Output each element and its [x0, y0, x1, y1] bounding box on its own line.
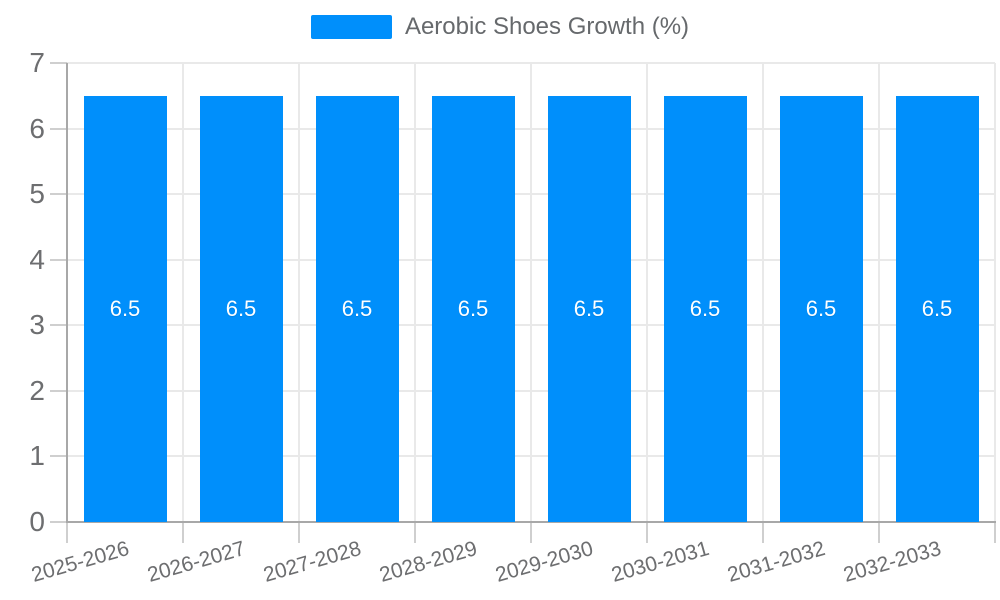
bar-data-label: 6.5	[225, 295, 257, 321]
bar[interactable]: 6.5	[199, 95, 283, 522]
y-axis-tick-label: 1	[29, 440, 45, 472]
y-axis-tick-label: 4	[29, 243, 45, 275]
x-axis-line	[66, 521, 996, 523]
y-axis-line	[66, 63, 68, 522]
gridline-vertical	[298, 63, 300, 522]
legend-series-label: Aerobic Shoes Growth (%)	[404, 13, 690, 40]
gridline-vertical	[530, 63, 532, 522]
gridline-vertical	[994, 63, 996, 522]
gridline-vertical	[762, 63, 764, 522]
bar[interactable]: 6.5	[431, 95, 515, 522]
bar[interactable]: 6.5	[315, 95, 399, 522]
y-axis-tick-label: 3	[29, 309, 45, 341]
legend-marker-icon	[310, 15, 392, 40]
gridline-vertical	[878, 63, 880, 522]
x-axis-tick	[298, 522, 300, 543]
x-axis-tick	[646, 522, 648, 543]
x-axis-tick	[878, 522, 880, 543]
y-axis-tick-label: 6	[29, 112, 45, 144]
bar-data-label: 6.5	[457, 295, 489, 321]
bar-data-label: 6.5	[689, 295, 721, 321]
bar-data-label: 6.5	[573, 295, 605, 321]
gridline-vertical	[414, 63, 416, 522]
y-axis-tick-label: 2	[29, 374, 45, 406]
y-axis-tick	[50, 127, 67, 130]
gridline-vertical	[182, 63, 184, 522]
y-axis-tick	[50, 324, 67, 327]
y-axis-tick	[50, 389, 67, 392]
y-axis-tick-label: 7	[29, 47, 45, 78]
y-axis-tick	[50, 521, 67, 523]
y-axis-tick	[50, 258, 67, 261]
x-axis-tick	[994, 522, 996, 543]
bar[interactable]: 6.5	[895, 95, 979, 522]
bar[interactable]: 6.5	[779, 95, 863, 522]
bar-data-label: 6.5	[921, 295, 953, 321]
bar[interactable]: 6.5	[547, 95, 631, 522]
y-axis-tick	[50, 193, 67, 196]
x-axis-tick	[182, 522, 184, 543]
bar-data-label: 6.5	[109, 295, 141, 321]
legend[interactable]: Aerobic Shoes Growth (%)	[0, 13, 1000, 40]
y-axis-tick	[50, 62, 67, 64]
bar-data-label: 6.5	[341, 295, 373, 321]
bar[interactable]: 6.5	[663, 95, 747, 522]
bar[interactable]: 6.5	[83, 95, 167, 522]
x-axis-tick	[762, 522, 764, 543]
gridline-vertical	[646, 63, 648, 522]
x-axis-tick	[414, 522, 416, 543]
x-axis-tick	[530, 522, 532, 543]
x-axis-tick	[66, 522, 68, 543]
y-axis-tick	[50, 455, 67, 458]
x-axis-label-anchor: 2032-2033	[537, 537, 943, 587]
x-axis-category-label: 2032-2033	[840, 537, 944, 587]
y-axis-tick-label: 5	[29, 178, 45, 210]
bar-data-label: 6.5	[805, 295, 837, 321]
y-axis-tick-label: 0	[29, 506, 45, 537]
